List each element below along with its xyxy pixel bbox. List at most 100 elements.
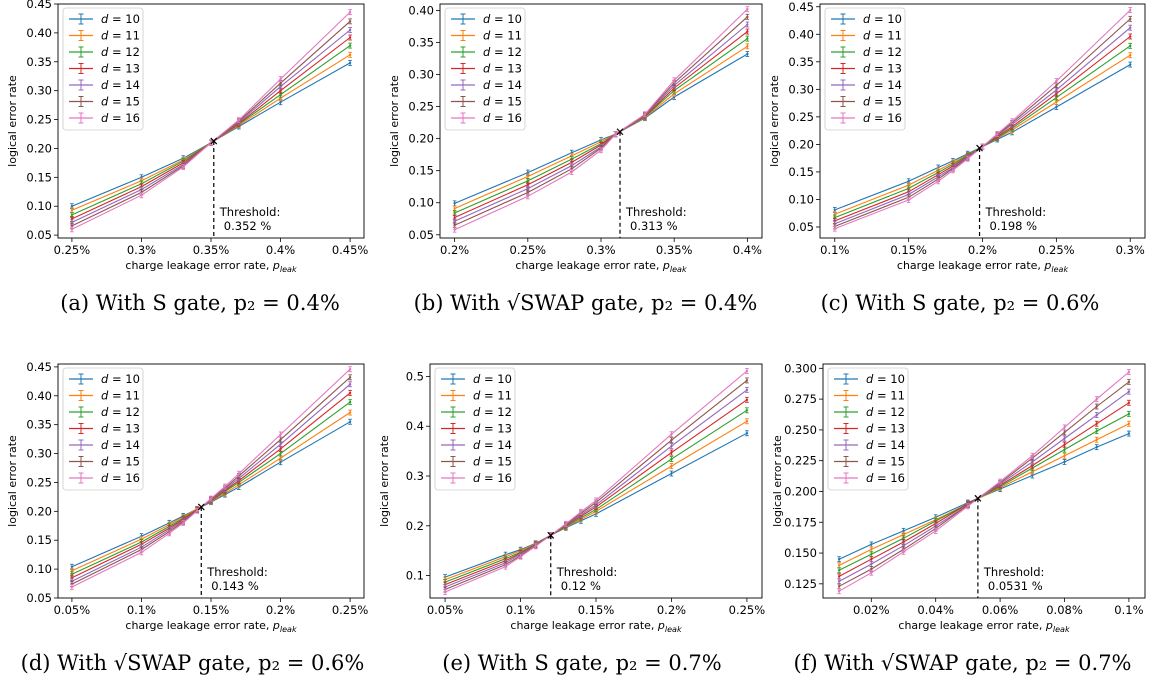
legend-label: d = 14 [863,78,902,92]
data-point [453,211,456,215]
legend-label-var: d [101,111,109,125]
legend-label-value: = 12 [870,45,902,59]
legend-label-var: d [866,389,874,403]
legend-label-value: = 14 [108,78,140,92]
chart-panel-3: 0.05% 0.1% 0.15% 0.2% 0.25% 0.05 0.10 0.15 0.20 0… [6,360,368,634]
legend-label-var: d [101,78,109,92]
legend-label: d = 15 [866,455,905,469]
legend-label-var: d [866,405,874,419]
x-axis-label-text: charge leakage error rate, [125,619,273,632]
legend-label-var: d [863,12,871,26]
data-point [1055,88,1058,92]
x-tick-label: 0.1% [127,603,156,617]
legend-label: d = 16 [483,111,522,125]
legend-label-var: d [101,471,109,485]
series-line [454,8,748,231]
data-point [279,433,282,436]
legend-label-var: d [101,45,109,59]
legend-label-value: = 10 [480,372,512,386]
data-point [279,93,282,96]
threshold-label: Threshold: [983,565,1045,579]
data-point [672,79,676,82]
data-point [443,590,447,594]
legend-label-var: d [473,438,481,452]
y-tick-label: 0.3 [406,469,424,483]
data-point [837,590,841,593]
legend-label-value: = 15 [108,455,140,469]
data-point [1129,63,1132,66]
data-point [870,562,873,566]
data-point [870,553,873,556]
x-axis-label-text: charge leakage error rate, [125,259,273,272]
y-tick-label: 0.40 [408,3,434,17]
x-axis-label-var: p [1043,259,1051,272]
data-point [670,433,673,436]
x-axis-label-sub: leak [665,625,682,634]
y-tick-label: 0.25 [26,475,52,489]
y-tick-label: 0.2 [406,519,424,533]
legend-label-var: d [483,62,491,76]
legend-label-value: = 13 [490,62,522,76]
threshold-marker [197,503,205,511]
y-tick-label: 0.225 [784,454,817,468]
y-tick-label: 0.250 [784,423,817,437]
data-point [1055,105,1058,109]
data-point [902,529,905,533]
legend-label: d = 16 [101,471,140,485]
x-axis-label-text: charge leakage error rate, [515,259,663,272]
x-tick-label: 0.08% [1046,603,1083,617]
x-tick-label: 0.02% [853,603,890,617]
data-point [564,522,568,526]
y-tick-label: 0.05 [26,228,52,242]
x-tick-label: 0.25% [54,243,91,257]
data-point [670,438,673,442]
x-axis-label-var: p [662,259,670,272]
x-tick-label: 0.35% [656,243,693,257]
x-tick-label: 0.15% [890,243,927,257]
legend-label-var: d [101,95,109,109]
threshold-value: 0.143 % [211,579,259,593]
legend-label-value: = 13 [108,62,140,76]
data-point [237,118,241,122]
x-axis-label-text: charge leakage error rate, [510,619,658,632]
legend-label-value: = 14 [873,438,905,452]
data-point [453,207,456,210]
x-tick-label: 0.3% [1116,243,1145,257]
x-axis-label-sub: leak [280,265,297,274]
data-point [1031,474,1034,477]
legend-label: d = 10 [473,372,512,386]
y-tick-label: 0.15 [26,170,52,184]
x-tick-label: 0.25% [332,603,369,617]
legend-box [824,7,906,131]
data-point [1063,448,1066,451]
legend-label-var: d [483,12,491,26]
data-point [643,113,647,116]
data-point [140,551,143,554]
data-point [599,148,603,152]
series-line [454,31,748,219]
data-point [140,194,143,197]
x-axis-label-sub: leak [280,625,297,634]
y-axis-label: logical error rate [768,75,781,167]
legend-label: d = 12 [863,45,902,59]
legend-label: d = 10 [483,12,522,26]
legend-box [827,367,909,491]
data-point [837,585,841,588]
y-tick-label: 0.200 [784,484,817,498]
data-point [746,37,749,40]
data-point [70,585,74,589]
y-tick-label: 0.25 [408,100,434,114]
series-line [454,53,748,204]
data-point [526,195,530,198]
y-tick-label: 0.175 [784,515,817,529]
legend-label-var: d [101,455,109,469]
data-point [837,569,841,572]
chart-panel-5: 0.02% 0.04% 0.06% 0.08% 0.1% 0.125 0.150 0.175 0… [771,361,1146,634]
data-point [1127,412,1131,416]
y-tick-label: 0.30 [408,68,434,82]
y-tick-label: 0.30 [26,447,52,461]
data-point [670,472,673,475]
threshold-value: 0.198 % [990,219,1038,233]
data-point [70,205,74,208]
data-point [902,537,905,540]
